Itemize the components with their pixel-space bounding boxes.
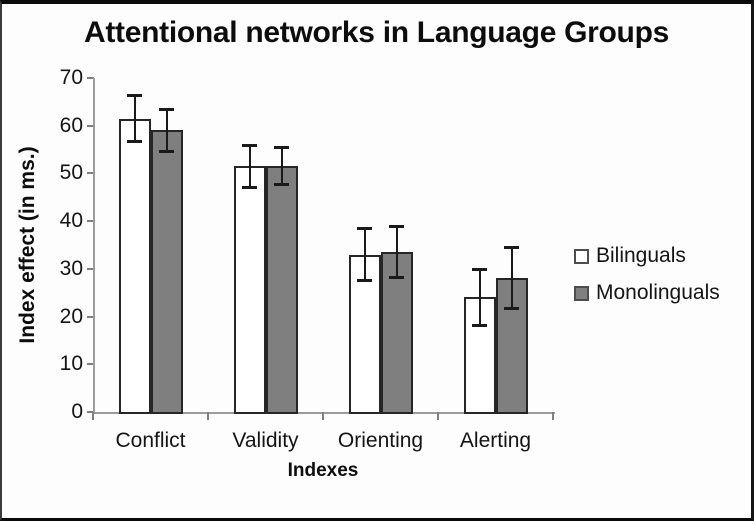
error-bar-cap-top-alerting-monolinguals — [504, 246, 519, 250]
y-tick-mark — [87, 315, 94, 318]
error-bar-line-orienting-monolinguals — [395, 225, 398, 279]
error-bar-cap-bottom-conflict-bilinguals — [127, 140, 142, 144]
error-bar-line-alerting-monolinguals — [510, 247, 513, 310]
y-tick-mark — [87, 267, 94, 270]
y-tick-mark — [87, 124, 94, 127]
y-tick-label: 50 — [59, 161, 83, 185]
y-tick-mark — [87, 220, 94, 223]
error-bar-cap-top-orienting-bilinguals — [357, 227, 372, 231]
legend-entry-monolinguals: Monolinguals — [574, 280, 720, 306]
error-bar-cap-top-conflict-monolinguals — [159, 108, 174, 111]
y-tick-label: 60 — [59, 113, 83, 137]
error-bar-cap-bottom-orienting-bilinguals — [357, 278, 372, 282]
bar-validity-bilinguals — [233, 166, 266, 414]
error-bar-cap-bottom-orienting-monolinguals — [389, 276, 404, 280]
category-label-alerting: Alerting — [459, 429, 532, 452]
bar-conflict-bilinguals — [118, 118, 151, 414]
x-tick-mark — [207, 412, 209, 420]
legend-swatch-monolinguals — [574, 285, 589, 301]
category-label-validity: Validity — [232, 429, 299, 452]
error-bar-cap-top-conflict-bilinguals — [127, 93, 142, 97]
y-tick-label: 10 — [59, 352, 83, 376]
y-tick-mark — [87, 172, 94, 175]
error-bar-cap-top-alerting-bilinguals — [472, 267, 487, 271]
error-bar-line-orienting-bilinguals — [363, 228, 366, 281]
x-tick-mark — [552, 412, 554, 420]
legend-label-monolinguals: Monolinguals — [596, 281, 720, 304]
y-tick-label: 30 — [59, 256, 83, 280]
bar-validity-monolinguals — [265, 166, 298, 414]
error-bar-line-conflict-monolinguals — [165, 109, 168, 152]
error-bar-cap-bottom-alerting-bilinguals — [472, 324, 487, 328]
y-tick-label: 0 — [71, 400, 83, 423]
legend: Bilinguals Monolinguals — [574, 243, 720, 317]
bar-conflict-monolinguals — [150, 130, 183, 414]
category-label-orienting: Orienting — [337, 429, 424, 452]
error-bar-cap-top-orienting-monolinguals — [389, 224, 404, 228]
x-tick-mark — [437, 412, 439, 420]
category-label-conflict: Conflict — [115, 429, 186, 452]
x-tick-mark — [92, 412, 94, 420]
y-tick-mark — [87, 363, 94, 366]
error-bar-cap-bottom-conflict-monolinguals — [159, 149, 174, 153]
error-bar-cap-bottom-validity-bilinguals — [242, 185, 257, 189]
error-bar-line-alerting-bilinguals — [478, 268, 481, 327]
error-bar-cap-bottom-alerting-monolinguals — [504, 307, 519, 311]
y-axis-line — [93, 78, 95, 414]
legend-swatch-bilinguals — [574, 248, 589, 264]
error-bar-line-validity-monolinguals — [280, 147, 283, 186]
error-bar-line-conflict-bilinguals — [133, 94, 136, 143]
chart-title: Attentional networks in Language Groups — [83, 16, 669, 49]
error-bar-cap-top-validity-monolinguals — [274, 146, 289, 150]
y-tick-label: 70 — [59, 66, 83, 89]
legend-entry-bilinguals: Bilinguals — [574, 243, 720, 269]
error-bar-line-validity-bilinguals — [248, 144, 251, 188]
y-tick-label: 40 — [59, 209, 83, 233]
legend-label-bilinguals: Bilinguals — [596, 244, 686, 267]
error-bar-cap-top-validity-bilinguals — [242, 143, 257, 147]
y-tick-label: 20 — [59, 304, 83, 328]
x-tick-mark — [322, 412, 324, 420]
x-axis-title: Indexes — [287, 460, 359, 481]
y-tick-mark — [87, 411, 94, 413]
y-tick-mark — [87, 77, 94, 79]
error-bar-cap-bottom-validity-monolinguals — [274, 183, 289, 187]
x-axis-line — [93, 412, 555, 414]
